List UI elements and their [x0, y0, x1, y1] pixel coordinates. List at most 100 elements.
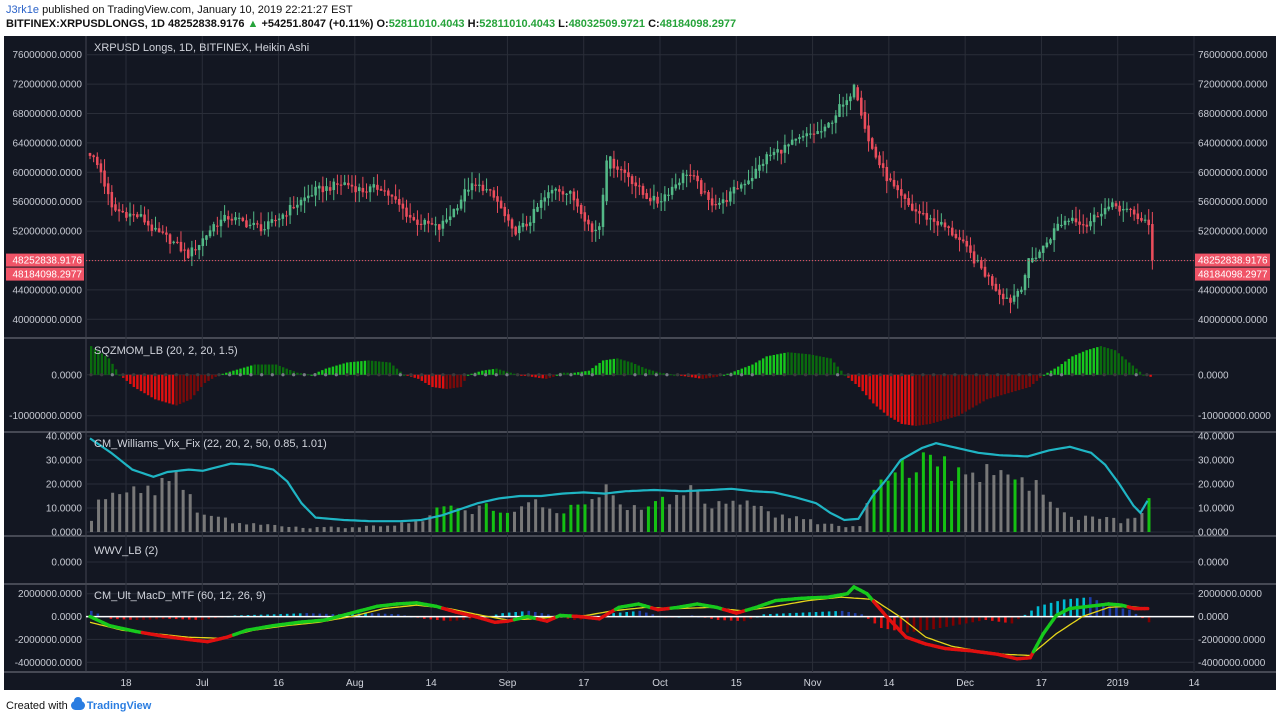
pane-title: WWV_LB (2): [94, 545, 158, 557]
sqzmom-bar: [690, 374, 694, 378]
tradingview-brand[interactable]: TradingView: [86, 700, 152, 712]
candle-body: [532, 208, 536, 223]
candle-body: [528, 222, 532, 226]
macd-hist-bar: [1128, 609, 1131, 617]
macd-hist-bar: [971, 616, 975, 623]
macd-hist-bar: [964, 616, 968, 624]
vixfix-bar: [379, 526, 383, 532]
vixfix-bar: [745, 500, 749, 532]
sqzmom-bar: [118, 374, 121, 376]
candle-body: [674, 184, 678, 189]
candle-body: [412, 217, 416, 221]
vixfix-bar: [703, 503, 707, 532]
candle-body: [1143, 219, 1147, 221]
squeeze-dot: [857, 373, 861, 377]
sqzmom-bar: [658, 372, 662, 375]
macd-hist-bar: [377, 613, 380, 617]
macd-hist-bar: [116, 616, 119, 620]
sqzmom-bar: [143, 374, 146, 394]
candle-body: [874, 146, 878, 158]
macd-hist-bar: [155, 616, 158, 620]
squeeze-dot: [1070, 373, 1074, 377]
candle-body: [216, 225, 219, 227]
chart-area[interactable]: 18 Jul 16 Aug 14 Sep 17 Oct 15 Nov 14 Dec 17 2019 14 76…: [4, 36, 1276, 690]
sqzmom-bar: [783, 352, 786, 375]
symbol-line: BITFINEX:XRPUSDLONGS, 1D 48252838.9176 ▲…: [6, 18, 736, 30]
sqzmom-bar: [697, 374, 701, 379]
vixfix-bar: [661, 496, 665, 532]
squeeze-dot: [1049, 373, 1053, 377]
sqzmom-bar: [338, 364, 342, 375]
sqzmom-bar: [129, 374, 132, 384]
candle-body: [168, 234, 172, 244]
sqzmom-bar: [481, 370, 484, 375]
sqzmom-bar: [673, 374, 676, 376]
sqzmom-bar: [93, 348, 96, 375]
sqzmom-bar: [1117, 353, 1120, 375]
vixfix-bar: [879, 479, 883, 532]
macd-hist-bar: [1134, 613, 1138, 617]
candle-body: [456, 208, 459, 211]
macd-hist-bar: [625, 612, 628, 617]
vixfix-bar: [1062, 512, 1066, 532]
publish-header: J3rk1e published on TradingView.com, Jan…: [0, 0, 1280, 36]
vixfix-bar: [1006, 474, 1010, 532]
sqzmom-bar: [1128, 362, 1131, 375]
squeeze-dot: [1017, 373, 1021, 377]
vixfix-bar: [491, 510, 495, 532]
author-link[interactable]: J3rk1e: [6, 4, 40, 16]
candle-body: [307, 195, 310, 199]
candle-body: [270, 219, 274, 223]
vixfix-bar: [604, 484, 608, 532]
sqzmom-bar: [321, 370, 324, 375]
squeeze-dot: [931, 373, 936, 377]
sqzmom-bar: [882, 374, 886, 413]
vixfix-bar: [717, 501, 721, 532]
sqzmom-bar: [210, 374, 214, 379]
macd-hist-bar: [272, 614, 276, 617]
macd-hist-bar: [1056, 601, 1059, 617]
macd-hist-bar: [631, 611, 635, 617]
x-tick-label: Jul: [196, 678, 209, 689]
vixfix-bar: [273, 524, 277, 532]
sqzmom-bar: [865, 374, 868, 396]
macd-hist-bar: [318, 613, 322, 617]
candle-body: [394, 196, 397, 200]
vixfix-bar: [301, 527, 305, 532]
macd-hist-bar: [370, 613, 374, 617]
squeeze-dot: [206, 373, 210, 377]
sqzmom-bar: [747, 365, 751, 375]
squeeze-dot: [878, 373, 882, 377]
squeeze-dot: [153, 373, 157, 377]
candle-body: [383, 190, 386, 192]
candle-body: [1031, 258, 1034, 263]
vixfix-bar: [844, 527, 848, 532]
sqzmom-bar: [1113, 350, 1117, 375]
squeeze-dot: [697, 373, 701, 377]
sqzmom-bar: [264, 364, 267, 375]
candle-body: [110, 191, 114, 208]
squeeze-dot: [100, 373, 104, 377]
sqzmom-bar: [1042, 374, 1046, 376]
macd-hist-bar: [1036, 606, 1040, 617]
vixfix-bar: [520, 506, 524, 532]
squeeze-dot: [995, 373, 1000, 377]
sqzmom-bar: [242, 367, 246, 375]
squeeze-dot: [942, 373, 946, 377]
squeeze-dot: [1123, 373, 1128, 377]
candle-body: [900, 189, 903, 196]
vixfix-bar: [386, 525, 390, 532]
sqzmom-bar: [249, 365, 253, 375]
sqzmom-bar: [392, 365, 395, 375]
vixfix-bar: [759, 506, 763, 532]
sqzmom-bar: [445, 374, 448, 390]
candle-body: [663, 194, 667, 202]
sqzmom-bar: [921, 374, 925, 425]
sqzmom-bar: [929, 374, 932, 424]
vixfix-bar: [160, 477, 164, 532]
candle-body: [830, 122, 834, 124]
candle-body: [649, 197, 652, 202]
candle-body: [314, 186, 317, 196]
macd-hist-bar: [821, 611, 824, 617]
chart-canvas[interactable]: 18 Jul 16 Aug 14 Sep 17 Oct 15 Nov 14 Dec 17 2019 14 76…: [4, 36, 1276, 690]
